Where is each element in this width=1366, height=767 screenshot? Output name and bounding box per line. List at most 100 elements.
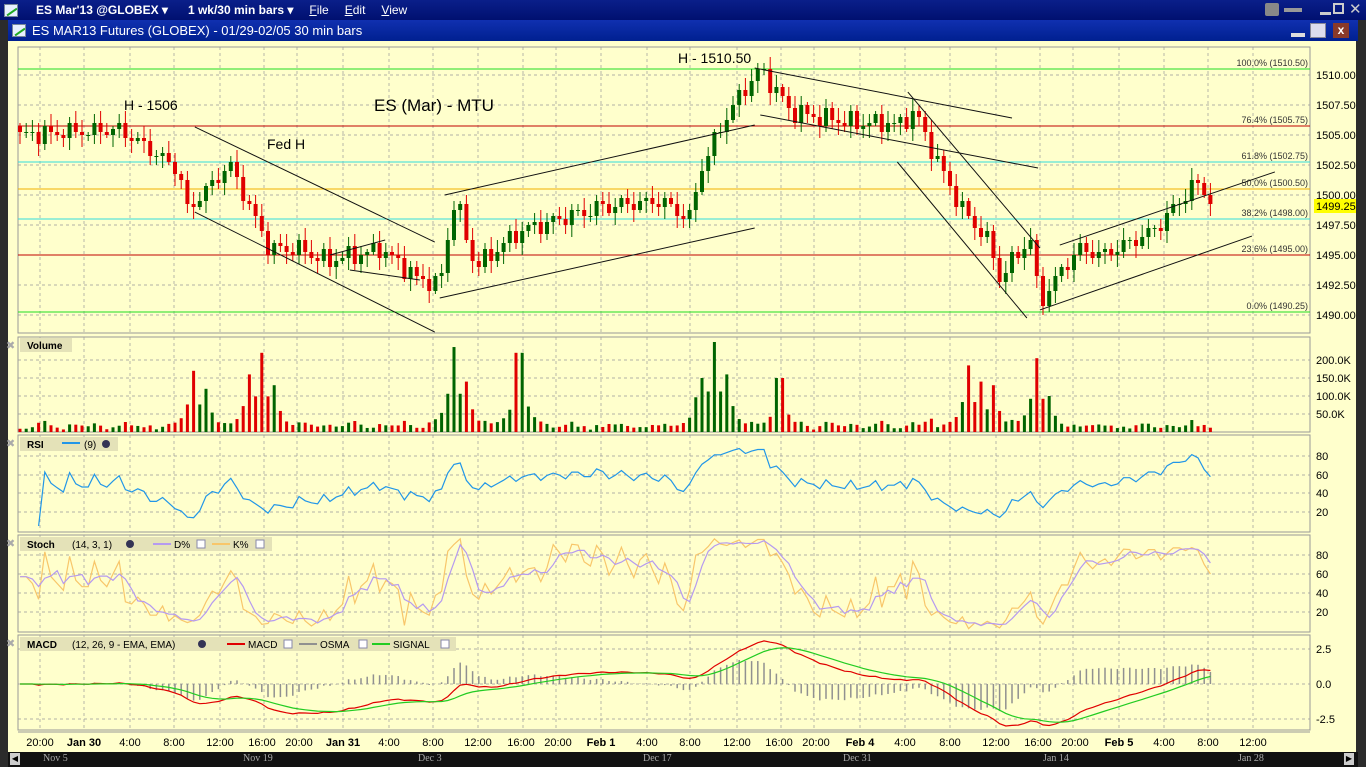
candle-body	[470, 240, 475, 261]
volume-bar	[384, 425, 388, 432]
close-app-button[interactable]: ✕	[1349, 1, 1362, 18]
restore-app-button[interactable]	[1333, 3, 1344, 14]
volume-tick-label: 150.0K	[1316, 373, 1352, 385]
volume-bar	[570, 421, 574, 432]
candle-body	[501, 243, 506, 252]
candle-body	[1047, 291, 1052, 306]
menu-file[interactable]: File	[309, 3, 329, 17]
pin-icon[interactable]	[1284, 8, 1302, 12]
price-candles	[18, 57, 1213, 315]
candle	[1196, 174, 1200, 195]
panel-frame-main	[17, 46, 1311, 334]
volume-bar	[92, 423, 96, 432]
volume-bar	[688, 417, 692, 432]
globe-icon[interactable]	[198, 640, 206, 648]
candle-body	[985, 231, 990, 237]
candle-body	[1134, 240, 1138, 246]
close-macd-icon[interactable]: ✖	[6, 638, 15, 650]
x-axis-label: Jan 30	[67, 737, 101, 749]
symbol-dropdown[interactable]: ES Mar'13 @GLOBEX ▾	[36, 3, 168, 17]
candle	[1127, 237, 1132, 249]
candle-body	[941, 156, 946, 171]
candle-body	[1103, 249, 1107, 252]
minimize-app-button[interactable]	[1320, 12, 1331, 15]
menu-view[interactable]: View	[381, 3, 408, 17]
close-rsi-icon[interactable]: ✖	[6, 438, 15, 450]
volume-bar	[942, 424, 946, 432]
timeframe-dropdown[interactable]: 1 wk/30 min bars ▾	[187, 3, 294, 17]
globe-icon[interactable]	[126, 540, 134, 548]
volume-bar	[657, 425, 661, 432]
minimize-window-button[interactable]	[1290, 23, 1306, 38]
candle-body	[588, 216, 593, 217]
menu-edit[interactable]: Edit	[344, 3, 366, 17]
candle	[470, 228, 475, 273]
volume-bar	[328, 424, 332, 432]
candle-body	[873, 114, 878, 123]
volume-bar	[1115, 428, 1119, 432]
close-window-button[interactable]: x	[1333, 23, 1349, 38]
candle	[644, 192, 649, 213]
volume-bar	[136, 425, 140, 432]
candle	[607, 192, 611, 216]
volume-bar	[719, 391, 723, 432]
candle	[421, 264, 425, 288]
candle-body	[476, 261, 481, 267]
maximize-window-button[interactable]	[1310, 23, 1326, 38]
candle-body	[650, 198, 655, 204]
candle-body	[613, 207, 618, 213]
candle-body	[142, 138, 146, 141]
scroll-right-button[interactable]: ▶	[1344, 753, 1354, 765]
candle-body	[154, 156, 159, 157]
volume-bar	[1196, 426, 1200, 432]
volume-bar	[130, 425, 134, 432]
candle-body	[662, 198, 667, 207]
candle-body	[638, 201, 642, 210]
candle-body	[607, 204, 611, 213]
macd-visible-checkbox[interactable]	[283, 639, 293, 649]
close-volume-icon[interactable]: ✖	[6, 340, 15, 352]
close-stoch-icon[interactable]: ✖	[6, 538, 15, 550]
volume-tick-label: 100.0K	[1316, 391, 1352, 403]
price-tick-label: 1510.00	[1316, 70, 1356, 82]
volume-bar	[80, 425, 84, 432]
scroller-date-label: Jan 28	[1238, 753, 1264, 764]
left-gutter	[8, 41, 18, 732]
signal-visible-checkbox[interactable]	[440, 639, 450, 649]
volume-bar	[359, 424, 363, 432]
candle	[49, 114, 53, 144]
candle	[142, 126, 146, 153]
volume-bar	[477, 420, 481, 432]
link-icon[interactable]	[1265, 3, 1279, 16]
candle-body	[1189, 180, 1194, 201]
k-visible-checkbox[interactable]	[255, 539, 265, 549]
trendlines[interactable]	[194, 67, 1276, 333]
candle	[290, 243, 295, 261]
globe-icon[interactable]	[102, 440, 110, 448]
candle-body	[92, 123, 97, 135]
candle	[73, 111, 78, 138]
volume-bar	[396, 425, 400, 432]
volume-bar	[173, 422, 177, 432]
candle	[104, 123, 109, 138]
scroll-left-button[interactable]: ◀	[10, 753, 20, 765]
candle	[30, 120, 35, 141]
x-axis-label: 16:00	[765, 737, 793, 749]
volume-bar	[843, 426, 847, 432]
volume-bar	[824, 421, 828, 432]
x-axis-label: 16:00	[1024, 737, 1052, 749]
volume-bar	[440, 412, 444, 432]
time-scroller[interactable]: ◀ ▶ Nov 5 Nov 19 Dec 3 Dec 17 Dec 31 Jan 14 Ja…	[8, 752, 1358, 767]
d-visible-checkbox[interactable]	[196, 539, 206, 549]
macd-title: MACD	[27, 640, 57, 651]
candle-body	[191, 204, 196, 207]
osma-visible-checkbox[interactable]	[358, 639, 368, 649]
volume-bar	[185, 404, 189, 432]
candle	[997, 246, 1002, 288]
candle-body	[619, 198, 624, 207]
candle	[439, 264, 444, 288]
candle	[656, 192, 661, 216]
price-tick-label: 1490.00	[1316, 310, 1356, 322]
x-axis-label: Jan 31	[326, 737, 360, 749]
